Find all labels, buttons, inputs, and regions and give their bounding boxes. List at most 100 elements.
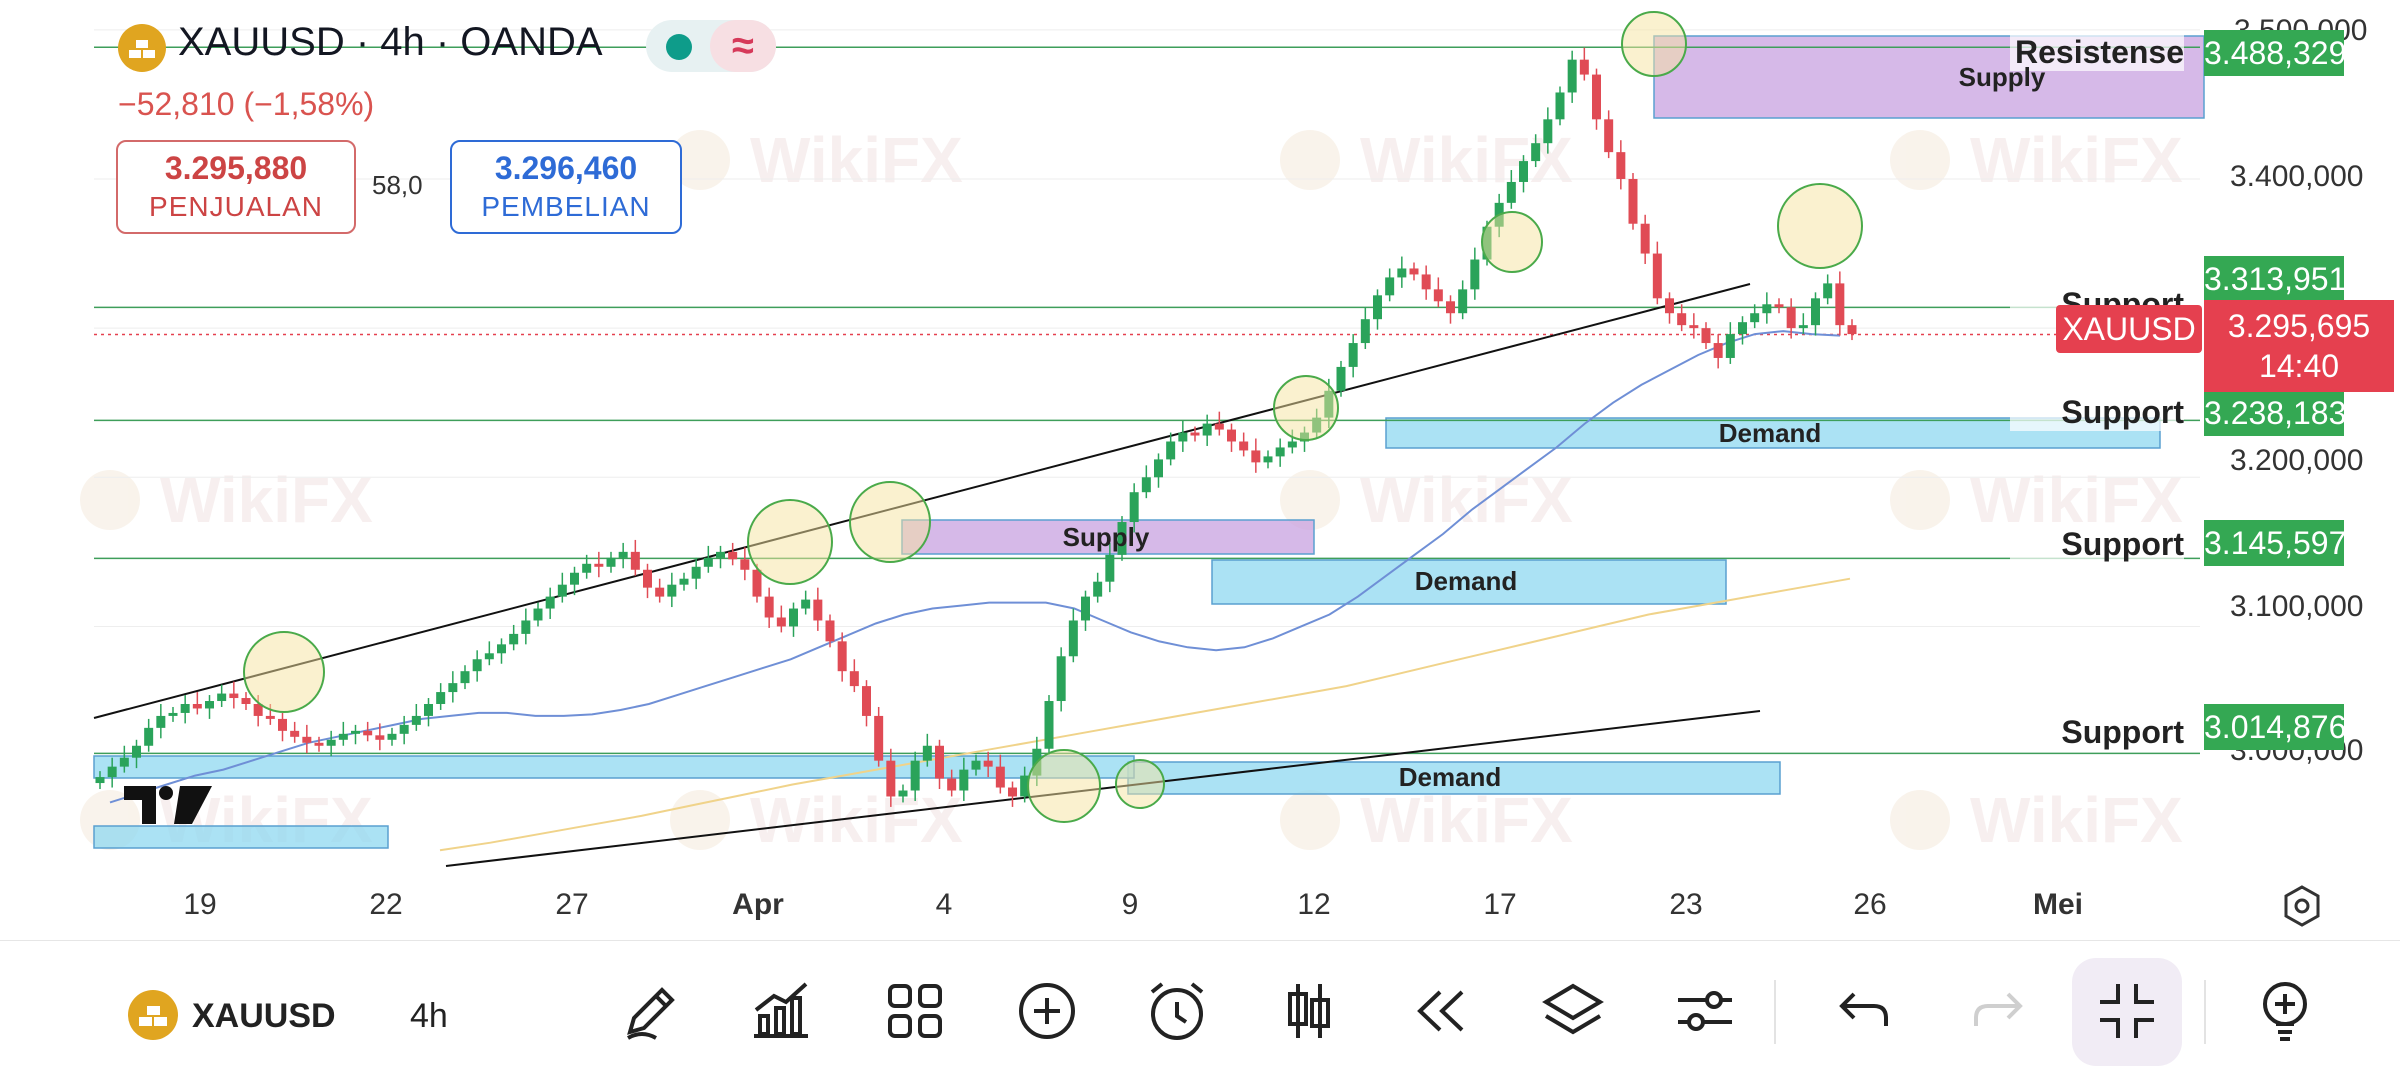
candle-body (119, 757, 129, 767)
redo-icon[interactable] (1962, 976, 2032, 1046)
candle-body (1373, 295, 1382, 320)
candle-body (1835, 283, 1845, 326)
time-tick: 26 (1853, 888, 1887, 921)
alarm-clock-icon[interactable] (1142, 976, 1212, 1046)
candle-body (1178, 432, 1188, 442)
supply-zone[interactable] (901, 519, 1315, 555)
wave-icon[interactable]: ≈ (710, 20, 776, 72)
trendline-lower (445, 710, 1761, 867)
candle-body (1227, 429, 1236, 442)
buy-price: 3.296,460 (494, 150, 638, 186)
demand-zone[interactable] (1211, 559, 1727, 605)
settings-sliders-icon[interactable] (1670, 976, 1740, 1046)
candle-body (1798, 325, 1808, 329)
candle-body (862, 686, 871, 716)
candle-body (1056, 656, 1066, 702)
highlight-circle (1621, 11, 1687, 77)
candle-body (436, 692, 446, 704)
svg-text:WikiFX: WikiFX (1970, 464, 2183, 536)
candle-body (521, 620, 531, 634)
candle-body (1701, 328, 1711, 344)
add-icon[interactable] (1012, 976, 1082, 1046)
candle-body (497, 644, 506, 654)
time-tick: 23 (1669, 888, 1703, 921)
buy-button[interactable]: 3.296,460 PEMBELIAN (450, 140, 682, 234)
candle-body (1616, 152, 1626, 179)
time-tick: 19 (183, 888, 217, 921)
svg-text:WikiFX: WikiFX (1360, 124, 1573, 196)
candle-body (217, 693, 227, 702)
candle-body (1360, 319, 1370, 344)
indicators-icon[interactable] (746, 976, 816, 1046)
layers-icon[interactable] (1538, 976, 1608, 1046)
candle-body (1275, 447, 1285, 457)
candle-body (898, 790, 908, 797)
svg-text:WikiFX: WikiFX (750, 784, 963, 856)
candle-body (1093, 581, 1103, 597)
zone-label-supply: Supply (1062, 522, 1150, 552)
demand-zone[interactable] (93, 825, 389, 849)
candle-body (1774, 304, 1784, 308)
candle-body (1068, 620, 1078, 657)
svg-text:WikiFX: WikiFX (750, 124, 963, 196)
current-symbol-tag: XAUUSD (2056, 305, 2202, 353)
time-tick: 12 (1297, 888, 1331, 921)
candle-body (1677, 313, 1687, 326)
candle-body (156, 715, 166, 728)
candle-body (1348, 343, 1358, 367)
candle-body (1385, 277, 1395, 296)
candle-body (1604, 119, 1614, 153)
candle-body (789, 608, 798, 627)
watermark-logo: WikiFX (670, 124, 963, 196)
candle-body (1446, 301, 1455, 314)
candle-body (995, 766, 1005, 788)
candle-body (764, 596, 774, 618)
candle-body (278, 718, 287, 731)
candle-body (947, 778, 957, 791)
zone-label-supply: Supply (1958, 62, 2046, 92)
price-tick: 3.200,000 (2230, 444, 2364, 477)
exit-fullscreen-icon[interactable] (2092, 976, 2162, 1046)
candle-body (411, 715, 421, 725)
candle-body (241, 698, 251, 704)
active-tool-highlight (2072, 958, 2182, 1066)
svg-text:WikiFX: WikiFX (160, 464, 373, 536)
level-price-tag: 3.145,597 (2204, 520, 2346, 566)
candle-body (1458, 289, 1468, 314)
layout-grid-icon[interactable] (880, 976, 950, 1046)
sell-price: 3.295,880 (164, 150, 308, 186)
candle-style-icon[interactable] (1274, 976, 1344, 1046)
price-tick: 3.400,000 (2230, 160, 2364, 193)
sell-button[interactable]: 3.295,880 PENJUALAN (116, 140, 356, 234)
symbol-title[interactable]: XAUUSD · 4h · OANDA (178, 20, 603, 64)
draw-pen-icon[interactable] (616, 976, 686, 1046)
candle-body (1409, 268, 1419, 275)
candle-body (1105, 554, 1115, 582)
demand-zone[interactable] (1127, 761, 1781, 795)
candle-body (716, 551, 725, 558)
candle-body (983, 760, 993, 767)
candle-body (1750, 313, 1760, 323)
watermark-logo: WikiFX (1280, 124, 1573, 196)
watermark-logo: WikiFX (1280, 784, 1573, 856)
candle-body (363, 730, 373, 736)
candle-body (484, 653, 494, 660)
candle-body (472, 659, 482, 672)
status-dot-icon (666, 34, 692, 60)
candle-body (1239, 441, 1249, 451)
candle-body (1397, 268, 1407, 278)
lightbulb-add-icon[interactable] (2250, 976, 2320, 1046)
level-label-support: Support (2010, 714, 2184, 751)
replay-icon[interactable] (1406, 976, 1476, 1046)
undo-icon[interactable] (1830, 976, 1900, 1046)
candle-body (691, 566, 701, 579)
timeframe-selector[interactable]: 4h (410, 997, 448, 1035)
candle-body (460, 671, 470, 684)
level-price-tag: 3.238,183 (2204, 390, 2346, 436)
symbol-selector[interactable]: XAUUSD (192, 997, 336, 1035)
sell-label: PENJUALAN (149, 191, 323, 222)
chart-settings-icon[interactable] (2280, 884, 2324, 933)
candle-body (606, 557, 616, 567)
